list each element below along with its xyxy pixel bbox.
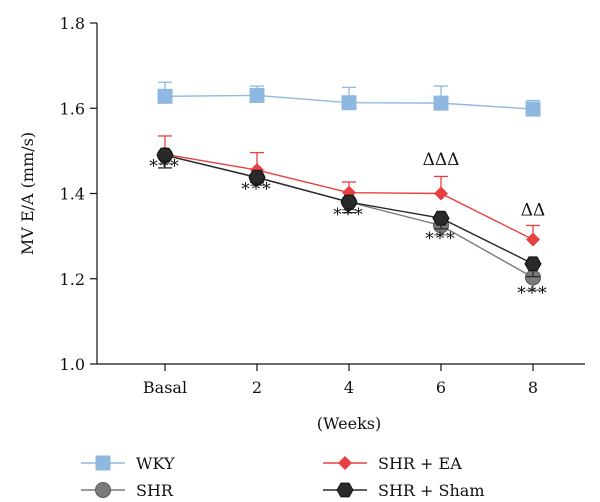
legend-marker bbox=[95, 455, 111, 471]
legend-item-shr: SHR bbox=[81, 481, 174, 500]
data-point bbox=[157, 88, 173, 104]
y-tick-label: 1.2 bbox=[60, 270, 85, 289]
legend-item-wky: WKY bbox=[81, 454, 175, 473]
legend-item-shr-sham: SHR + Sham bbox=[323, 481, 485, 500]
y-tick-label: 1.8 bbox=[60, 14, 85, 33]
x-axis-label: (Weeks) bbox=[317, 414, 381, 433]
data-point bbox=[524, 256, 542, 272]
data-point bbox=[248, 169, 266, 185]
data-point bbox=[525, 101, 541, 117]
data-point bbox=[249, 87, 265, 103]
data-point bbox=[156, 147, 174, 163]
annotation-label: *** bbox=[149, 156, 181, 176]
legend-marker bbox=[338, 456, 352, 470]
annotation-label: ΔΔΔ bbox=[423, 150, 460, 170]
x-tick-label: 8 bbox=[528, 378, 538, 397]
data-point bbox=[341, 95, 357, 111]
annotation-label: *** bbox=[241, 179, 273, 199]
legend-label: WKY bbox=[136, 454, 175, 473]
annotation-label: ΔΔ bbox=[521, 201, 546, 221]
annotation-label: *** bbox=[517, 283, 549, 303]
legend-marker bbox=[336, 482, 354, 498]
legend: WKY SHR + EA SHR SHR + Sham bbox=[81, 454, 485, 500]
legend-label: SHR + Sham bbox=[378, 481, 485, 500]
x-tick-label: 4 bbox=[344, 378, 354, 397]
series-shr-sham bbox=[156, 147, 542, 278]
data-point bbox=[434, 186, 448, 201]
legend-marker bbox=[95, 482, 111, 498]
series-wky bbox=[157, 81, 541, 117]
legend-item-shr-ea: SHR + EA bbox=[323, 454, 462, 473]
data-point bbox=[526, 232, 540, 247]
x-tick-label: 6 bbox=[436, 378, 446, 397]
x-tick-label: 2 bbox=[252, 378, 262, 397]
series-layer bbox=[156, 81, 542, 291]
data-point bbox=[433, 95, 449, 111]
annotation-label: *** bbox=[333, 205, 365, 225]
legend-label: SHR bbox=[136, 481, 174, 500]
series-shr-ea bbox=[158, 135, 540, 247]
y-tick-label: 1.0 bbox=[60, 355, 85, 374]
legend-label: SHR + EA bbox=[378, 454, 462, 473]
y-tick-label: 1.6 bbox=[60, 99, 85, 118]
annotation-label: *** bbox=[425, 229, 457, 249]
data-point bbox=[340, 194, 358, 210]
x-tick-label: Basal bbox=[143, 378, 187, 397]
y-axis-label: MV E/A (mm/s) bbox=[18, 132, 37, 255]
data-point bbox=[432, 210, 450, 226]
y-tick-label: 1.4 bbox=[60, 185, 85, 204]
axes: 1.0 1.2 1.4 1.6 1.8 Basal 2 4 6 8 (Weeks) MV E/A (m… bbox=[18, 14, 585, 433]
